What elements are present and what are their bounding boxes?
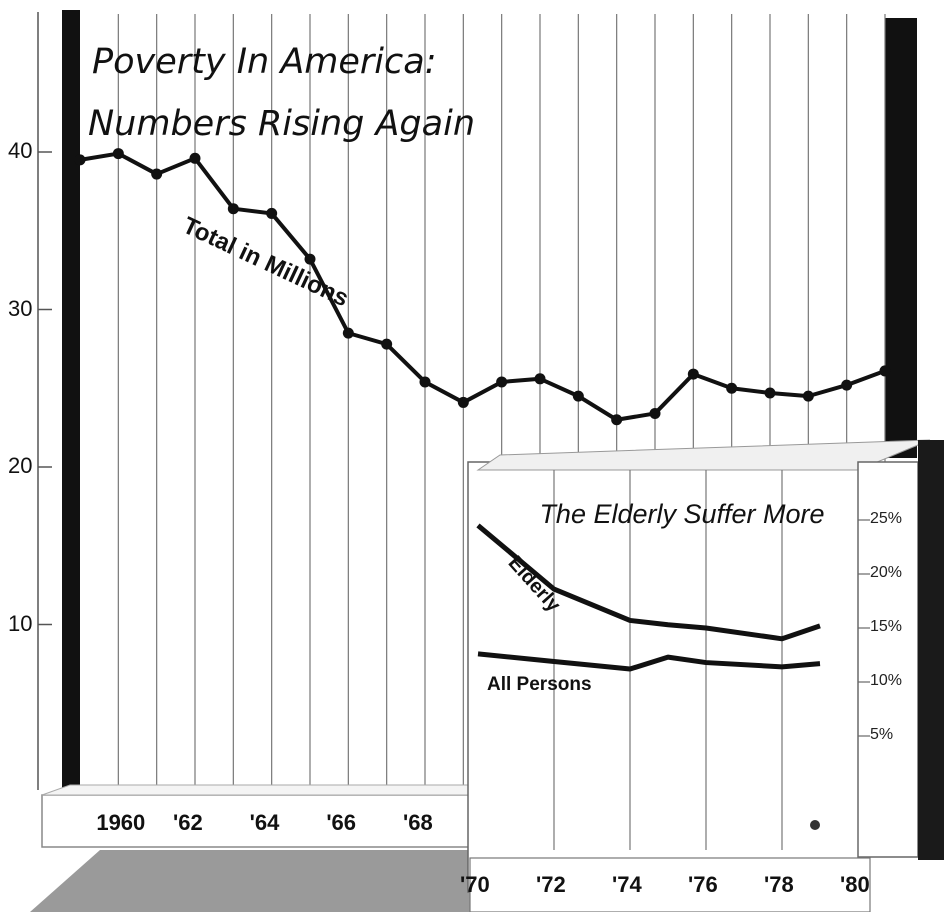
inset-y-tick-label: 20%: [870, 564, 903, 581]
inset-right-panel: [857, 461, 919, 858]
main-y-tick-label: 20: [8, 453, 33, 478]
main-x-tick-label: '64: [249, 810, 280, 835]
main-data-point: [381, 338, 393, 350]
inset-chart-title: The Elderly Suffer More: [532, 490, 832, 538]
main-data-point: [419, 376, 431, 388]
inset-x-tick-label: '72: [536, 872, 566, 897]
inset-series-line-elderly: [476, 523, 821, 642]
inset-y-tick-label: 10%: [870, 672, 903, 689]
main-x-tick-label: 1960: [96, 810, 146, 835]
main-y-tick-label: 10: [8, 610, 33, 636]
main-x-axis-bar: [30, 784, 482, 912]
inset-x-tick-label: '80: [840, 872, 870, 897]
main-data-point: [687, 368, 699, 380]
main-data-point: [841, 379, 853, 391]
main-data-point: [112, 148, 124, 160]
main-series-line: [79, 151, 886, 422]
main-base-shadow: [30, 850, 470, 912]
main-chart-title: Poverty In America:: [92, 42, 437, 82]
main-y-tick-label: 40: [8, 138, 33, 163]
main-chart-subtitle: Numbers Rising Again: [88, 104, 475, 144]
inset-y-tick-label: 5%: [870, 726, 894, 743]
main-right-dark-edge: [885, 18, 917, 458]
main-data-point: [189, 152, 201, 164]
main-data-point: [649, 407, 661, 419]
main-data-point: [572, 390, 584, 402]
main-data-point: [74, 154, 86, 166]
main-data-point: [534, 373, 546, 385]
inset-x-tick-label: '70: [460, 872, 490, 897]
inset-panel: [467, 461, 869, 893]
main-y-tick-label: 30: [8, 295, 33, 321]
main-left-dark-edge: [62, 10, 80, 788]
main-data-point: [496, 376, 508, 388]
main-series-layer: [74, 148, 891, 426]
main-x-axis-strip-top: [41, 784, 482, 796]
main-data-point: [802, 390, 814, 402]
inset-x-tick-label: '74: [612, 872, 642, 897]
main-data-point: [266, 207, 278, 219]
inset-chart: [467, 439, 944, 913]
inset-y-tick-label: 25%: [870, 510, 903, 527]
main-data-point: [726, 382, 738, 394]
main-x-axis-strip: [41, 794, 473, 848]
inset-x-tick-label: '78: [764, 872, 794, 897]
main-x-tick-label: '68: [403, 810, 433, 835]
main-y-axis: [37, 12, 52, 790]
series-label-all-persons: All Persons: [487, 674, 592, 695]
main-data-point: [879, 365, 891, 377]
inset-y-tick-label: 15%: [870, 618, 903, 635]
inset-speck: [810, 820, 820, 830]
main-data-point: [611, 414, 623, 426]
inset-chart-title-text: The Elderly Suffer More: [539, 499, 825, 529]
main-data-point: [342, 327, 354, 339]
main-data-point: [304, 253, 316, 265]
inset-x-tick-label: '76: [688, 872, 718, 897]
main-x-tick-label: '66: [326, 810, 357, 835]
inset-x-axis-strip: [469, 857, 871, 913]
inset-right-dark-edge: [918, 440, 944, 860]
main-x-tick-label: '62: [173, 810, 203, 835]
main-data-point: [227, 203, 239, 215]
main-data-point: [151, 168, 163, 180]
inset-series-line-all-persons: [477, 651, 821, 672]
main-data-point: [457, 396, 469, 408]
main-data-point: [764, 387, 776, 399]
